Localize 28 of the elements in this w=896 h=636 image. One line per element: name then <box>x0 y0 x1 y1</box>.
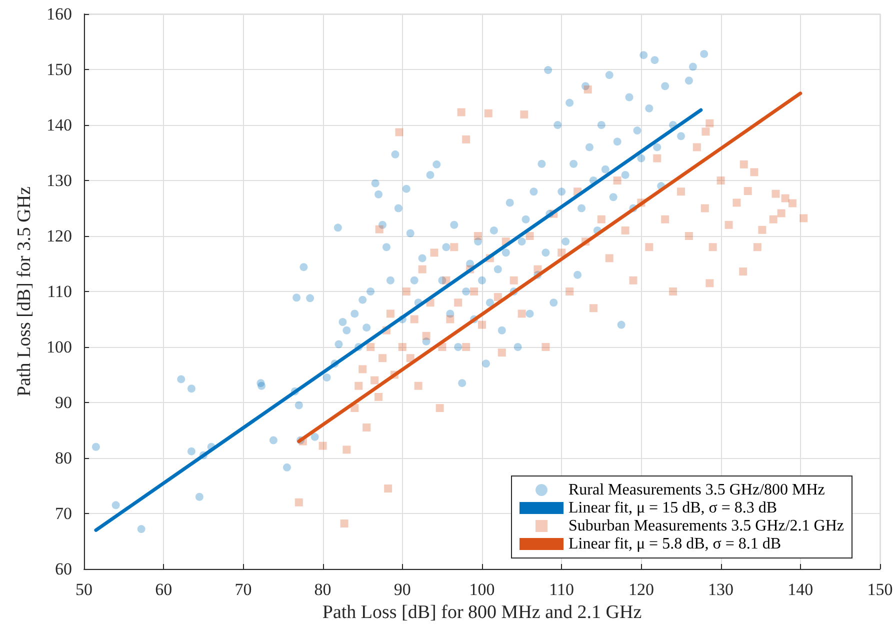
y-tick-label: 130 <box>46 171 72 190</box>
y-tick-label: 110 <box>47 282 72 301</box>
y-tick-label: 160 <box>46 4 72 24</box>
x-tick-label: 90 <box>394 580 411 599</box>
legend-label: Linear fit, μ = 15 dB, σ = 8.3 dB <box>568 500 778 516</box>
x-tick-label: 80 <box>314 580 332 599</box>
y-tick-label: 60 <box>55 560 72 578</box>
x-tick-label: 50 <box>76 580 92 599</box>
y-tick-label: 120 <box>46 226 72 246</box>
x-tick-label: 150 <box>867 580 893 599</box>
y-tick-label: 70 <box>55 504 72 523</box>
y-axis-title: Path Loss [dB] for 3.5 GHz <box>14 186 35 397</box>
legend-label: Suburban Measurements 3.5 GHz/2.1 GHz <box>568 518 844 534</box>
x-tick-label: 60 <box>155 580 172 599</box>
y-tick-label: 100 <box>46 338 72 356</box>
y-tick-label: 150 <box>46 60 72 79</box>
x-tick-label: 120 <box>628 580 654 599</box>
x-tick-label: 110 <box>549 580 574 599</box>
x-tick-label: 100 <box>469 580 495 599</box>
x-axis-title: Path Loss [dB] for 800 MHz and 2.1 GHz <box>322 602 642 623</box>
x-tick-label: 130 <box>708 580 734 599</box>
x-tick-label: 140 <box>788 580 814 599</box>
y-tick-label: 80 <box>55 448 72 468</box>
x-tick-label: 70 <box>234 580 252 599</box>
y-tick-label: 140 <box>46 116 72 134</box>
legend-label: Linear fit, μ = 5.8 dB, σ = 8.1 dB <box>568 536 782 552</box>
y-tick-label: 90 <box>55 393 72 412</box>
legend-label: Rural Measurements 3.5 GHz/800 MHz <box>568 482 825 498</box>
